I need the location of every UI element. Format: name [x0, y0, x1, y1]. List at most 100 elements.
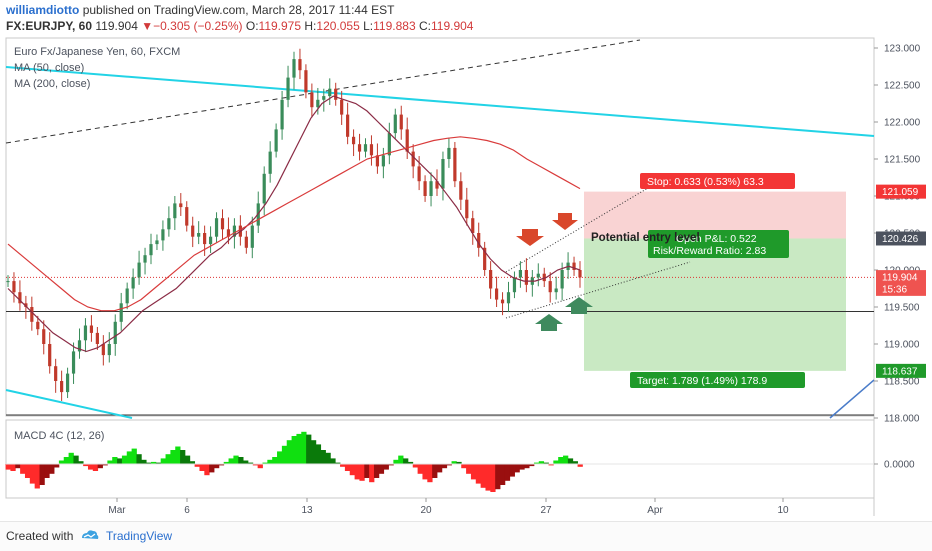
macd-bar [563, 455, 569, 464]
candle-body [149, 244, 153, 256]
macd-bar [223, 461, 229, 464]
candle-body [65, 373, 70, 393]
macd-bar [5, 464, 11, 470]
price-tag-label: 120.426 [882, 234, 919, 245]
candle-body [518, 270, 523, 278]
price-tag-label: 118.637 [882, 366, 918, 377]
macd-bar [151, 461, 157, 464]
chart-canvas[interactable]: Euro Fx/Japanese Yen, 60, FXCM MA (50, c… [0, 0, 932, 521]
price-change: −0.305 (−0.25%) [153, 19, 243, 33]
macd-bar [15, 464, 21, 469]
macd-bar [553, 460, 559, 464]
macd-bar [369, 464, 375, 483]
candle-body [500, 299, 505, 304]
tradingview-brand[interactable]: TradingView [106, 529, 173, 543]
created-with-text: Created with [6, 529, 74, 543]
macd-bar [20, 464, 26, 474]
macd-bar [306, 434, 312, 464]
stop-label-box [640, 173, 795, 189]
candle-body [471, 218, 475, 233]
channel-line-bottom[interactable] [5, 389, 133, 419]
ma50-line[interactable] [7, 95, 581, 353]
candle-body [101, 344, 105, 356]
tradingview-logo-icon[interactable] [80, 527, 100, 543]
macd-bar [78, 461, 84, 464]
low-value: 119.883 [373, 19, 416, 33]
candle-body [322, 96, 326, 100]
macd-bar [136, 454, 142, 464]
macd-bar [378, 464, 385, 474]
macd-bar [146, 462, 152, 464]
target-label-box [630, 372, 805, 388]
macd-bar [354, 464, 360, 480]
candle-body [244, 236, 248, 248]
price-tick-label: 118.500 [884, 377, 920, 388]
macd-bar [107, 460, 113, 464]
stop-label: Stop: 0.633 (0.53%) 63.3 [647, 176, 764, 188]
blue-trend-line[interactable] [829, 379, 875, 419]
ma200-legend[interactable]: MA (200, close) [14, 78, 90, 90]
macd-bar [335, 462, 341, 464]
macd-pane[interactable] [5, 419, 875, 499]
candle-body [286, 77, 290, 100]
macd-bar [117, 458, 123, 464]
candle-body [220, 218, 225, 230]
candle-body [18, 292, 22, 304]
upper-trend-line[interactable] [5, 39, 641, 144]
arrow-up-icon [565, 297, 593, 314]
author-link[interactable]: williamdiotto [6, 3, 80, 17]
macd-bar [475, 464, 482, 484]
macd-bar [228, 458, 234, 464]
price-tag-countdown [876, 281, 926, 296]
high-label: H: [304, 19, 317, 33]
candle-body [363, 144, 368, 152]
macd-bar [141, 459, 147, 464]
macd-bar [466, 464, 472, 474]
macd-legend[interactable]: MACD 4C (12, 26) [14, 430, 104, 442]
time-tick-label: 6 [184, 505, 190, 516]
candle-body [83, 325, 88, 341]
macd-bar [437, 464, 443, 473]
macd-bar [519, 464, 525, 470]
candle-body [274, 129, 278, 152]
macd-bar [456, 461, 462, 464]
macd-bar [281, 445, 288, 464]
time-axis[interactable]: Mar 6 13 20 27 Apr 10 [108, 498, 789, 516]
candle-body [137, 262, 141, 278]
arrow-down-icon [516, 229, 544, 246]
ma50-legend[interactable]: MA (50, close) [14, 62, 84, 74]
ma200-line[interactable] [7, 136, 581, 312]
candle-body [95, 332, 99, 344]
candle-body [304, 70, 308, 93]
macd-bar [68, 452, 74, 464]
macd-bar [412, 464, 419, 468]
macd-bar [485, 464, 491, 491]
macd-bar [446, 464, 452, 466]
macd-bar [44, 464, 50, 478]
macd-bar [500, 464, 506, 485]
channel-line-top[interactable] [5, 66, 875, 137]
candle-body [226, 229, 231, 237]
candle-body [375, 155, 380, 167]
price-tag-stop [876, 184, 926, 199]
candle-body [465, 199, 469, 219]
wedge-line-upper[interactable] [505, 187, 649, 273]
macd-bar [509, 464, 515, 477]
target-zone[interactable] [584, 238, 846, 371]
macd-bar [252, 464, 259, 466]
risk-reward-label: Risk/Reward Ratio: 2.83 [653, 245, 766, 257]
macd-bar [388, 464, 394, 466]
macd-bar [73, 455, 79, 464]
macd-bar [301, 431, 307, 464]
candle-body [280, 99, 284, 130]
candle-body [214, 218, 219, 237]
macd-bar [54, 464, 60, 468]
macd-bar [10, 464, 16, 471]
macd-bar [330, 458, 336, 464]
macd-bar [83, 464, 89, 467]
macd-bar [126, 451, 133, 464]
wedge-line-lower[interactable] [505, 261, 691, 319]
macd-bar [490, 464, 496, 492]
macd-bar [315, 444, 322, 464]
price-tick-label: 118.000 [884, 414, 920, 425]
